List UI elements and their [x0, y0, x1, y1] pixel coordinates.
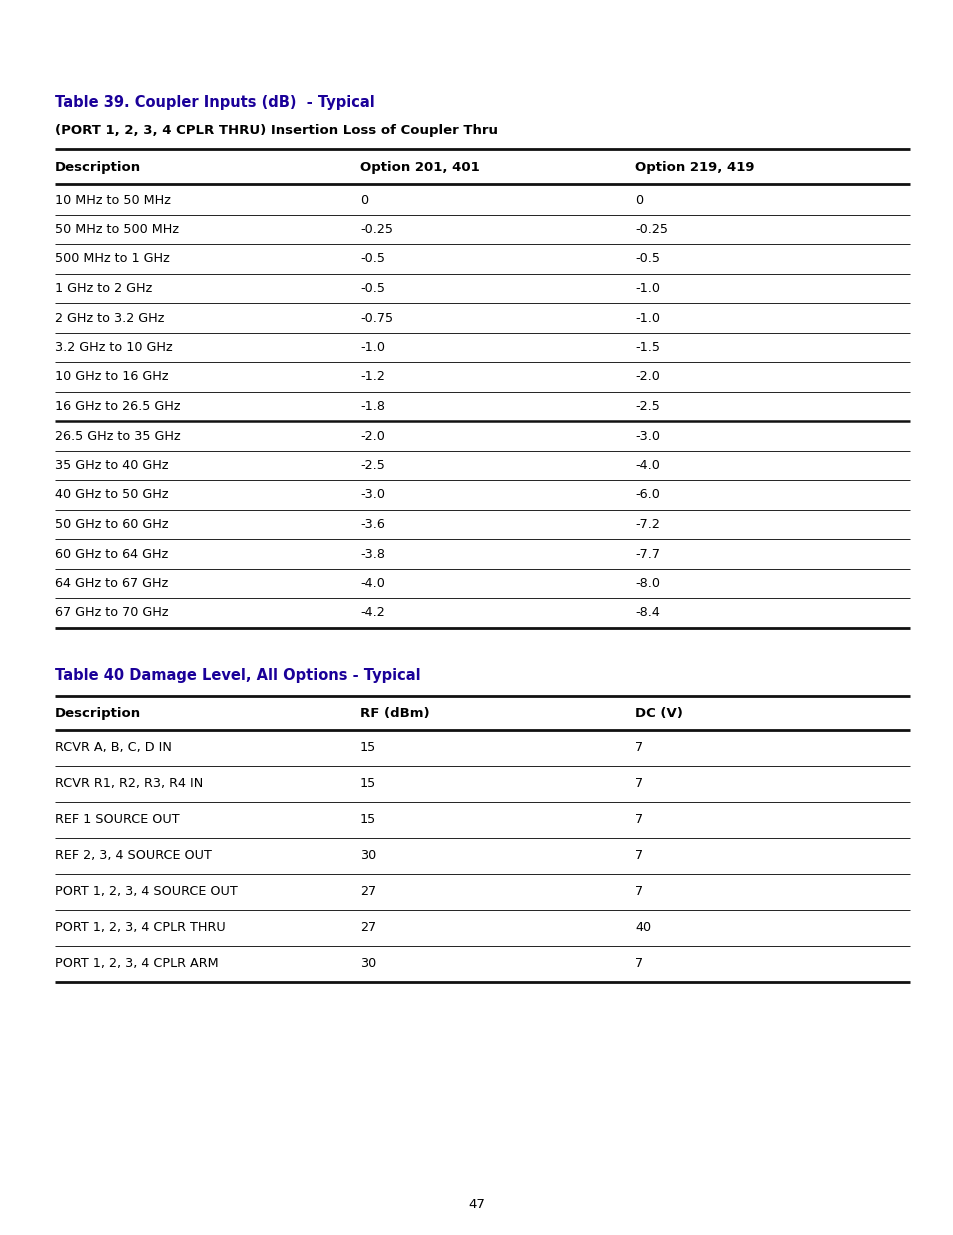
- Text: 15: 15: [359, 741, 375, 755]
- Text: 500 MHz to 1 GHz: 500 MHz to 1 GHz: [55, 252, 170, 266]
- Text: -3.6: -3.6: [359, 517, 384, 531]
- Text: 26.5 GHz to 35 GHz: 26.5 GHz to 35 GHz: [55, 430, 180, 442]
- Text: PORT 1, 2, 3, 4 SOURCE OUT: PORT 1, 2, 3, 4 SOURCE OUT: [55, 885, 237, 898]
- Text: 16 GHz to 26.5 GHz: 16 GHz to 26.5 GHz: [55, 400, 180, 412]
- Text: 30: 30: [359, 957, 375, 971]
- Text: -8.4: -8.4: [635, 606, 659, 620]
- Text: -0.5: -0.5: [359, 282, 385, 295]
- Text: 35 GHz to 40 GHz: 35 GHz to 40 GHz: [55, 459, 169, 472]
- Text: Description: Description: [55, 161, 141, 173]
- Text: -8.0: -8.0: [635, 577, 659, 590]
- Text: -7.7: -7.7: [635, 547, 659, 561]
- Text: Table 39. Coupler Inputs (dB)  - Typical: Table 39. Coupler Inputs (dB) - Typical: [55, 95, 375, 110]
- Text: Option 219, 419: Option 219, 419: [635, 161, 754, 173]
- Text: 10 MHz to 50 MHz: 10 MHz to 50 MHz: [55, 194, 171, 206]
- Text: -2.0: -2.0: [635, 370, 659, 384]
- Text: (PORT 1, 2, 3, 4 CPLR THRU) Insertion Loss of Coupler Thru: (PORT 1, 2, 3, 4 CPLR THRU) Insertion Lo…: [55, 124, 497, 137]
- Text: 3.2 GHz to 10 GHz: 3.2 GHz to 10 GHz: [55, 341, 172, 354]
- Text: 7: 7: [635, 741, 642, 755]
- Text: -3.8: -3.8: [359, 547, 385, 561]
- Text: -4.0: -4.0: [359, 577, 384, 590]
- Text: PORT 1, 2, 3, 4 CPLR THRU: PORT 1, 2, 3, 4 CPLR THRU: [55, 921, 226, 934]
- Text: -7.2: -7.2: [635, 517, 659, 531]
- Text: REF 1 SOURCE OUT: REF 1 SOURCE OUT: [55, 814, 179, 826]
- Text: -0.25: -0.25: [359, 224, 393, 236]
- Text: 67 GHz to 70 GHz: 67 GHz to 70 GHz: [55, 606, 169, 620]
- Text: -2.5: -2.5: [635, 400, 659, 412]
- Text: -1.0: -1.0: [359, 341, 385, 354]
- Text: -1.8: -1.8: [359, 400, 385, 412]
- Text: RCVR A, B, C, D IN: RCVR A, B, C, D IN: [55, 741, 172, 755]
- Text: 15: 15: [359, 814, 375, 826]
- Text: 7: 7: [635, 777, 642, 790]
- Text: Option 201, 401: Option 201, 401: [359, 161, 479, 173]
- Text: 2 GHz to 3.2 GHz: 2 GHz to 3.2 GHz: [55, 311, 164, 325]
- Text: -1.5: -1.5: [635, 341, 659, 354]
- Text: -1.2: -1.2: [359, 370, 384, 384]
- Text: REF 2, 3, 4 SOURCE OUT: REF 2, 3, 4 SOURCE OUT: [55, 850, 212, 862]
- Text: -3.0: -3.0: [359, 489, 385, 501]
- Text: -2.0: -2.0: [359, 430, 384, 442]
- Text: -3.0: -3.0: [635, 430, 659, 442]
- Text: -4.2: -4.2: [359, 606, 384, 620]
- Text: Description: Description: [55, 708, 141, 720]
- Text: -2.5: -2.5: [359, 459, 384, 472]
- Text: 27: 27: [359, 885, 375, 898]
- Text: 60 GHz to 64 GHz: 60 GHz to 64 GHz: [55, 547, 168, 561]
- Text: 7: 7: [635, 885, 642, 898]
- Text: 7: 7: [635, 957, 642, 971]
- Text: -0.75: -0.75: [359, 311, 393, 325]
- Text: DC (V): DC (V): [635, 708, 682, 720]
- Text: RCVR R1, R2, R3, R4 IN: RCVR R1, R2, R3, R4 IN: [55, 777, 203, 790]
- Text: -0.5: -0.5: [635, 252, 659, 266]
- Text: 10 GHz to 16 GHz: 10 GHz to 16 GHz: [55, 370, 169, 384]
- Text: -1.0: -1.0: [635, 282, 659, 295]
- Text: PORT 1, 2, 3, 4 CPLR ARM: PORT 1, 2, 3, 4 CPLR ARM: [55, 957, 218, 971]
- Text: Table 40 Damage Level, All Options - Typical: Table 40 Damage Level, All Options - Typ…: [55, 668, 420, 683]
- Text: -4.0: -4.0: [635, 459, 659, 472]
- Text: 64 GHz to 67 GHz: 64 GHz to 67 GHz: [55, 577, 168, 590]
- Text: 30: 30: [359, 850, 375, 862]
- Text: 7: 7: [635, 850, 642, 862]
- Text: 47: 47: [468, 1198, 485, 1212]
- Text: 7: 7: [635, 814, 642, 826]
- Text: 40 GHz to 50 GHz: 40 GHz to 50 GHz: [55, 489, 169, 501]
- Text: -0.5: -0.5: [359, 252, 385, 266]
- Text: 27: 27: [359, 921, 375, 934]
- Text: 50 GHz to 60 GHz: 50 GHz to 60 GHz: [55, 517, 169, 531]
- Text: 15: 15: [359, 777, 375, 790]
- Text: 50 MHz to 500 MHz: 50 MHz to 500 MHz: [55, 224, 179, 236]
- Text: 0: 0: [359, 194, 368, 206]
- Text: -0.25: -0.25: [635, 224, 667, 236]
- Text: 1 GHz to 2 GHz: 1 GHz to 2 GHz: [55, 282, 152, 295]
- Text: 0: 0: [635, 194, 642, 206]
- Text: -6.0: -6.0: [635, 489, 659, 501]
- Text: 40: 40: [635, 921, 651, 934]
- Text: RF (dBm): RF (dBm): [359, 708, 429, 720]
- Text: -1.0: -1.0: [635, 311, 659, 325]
